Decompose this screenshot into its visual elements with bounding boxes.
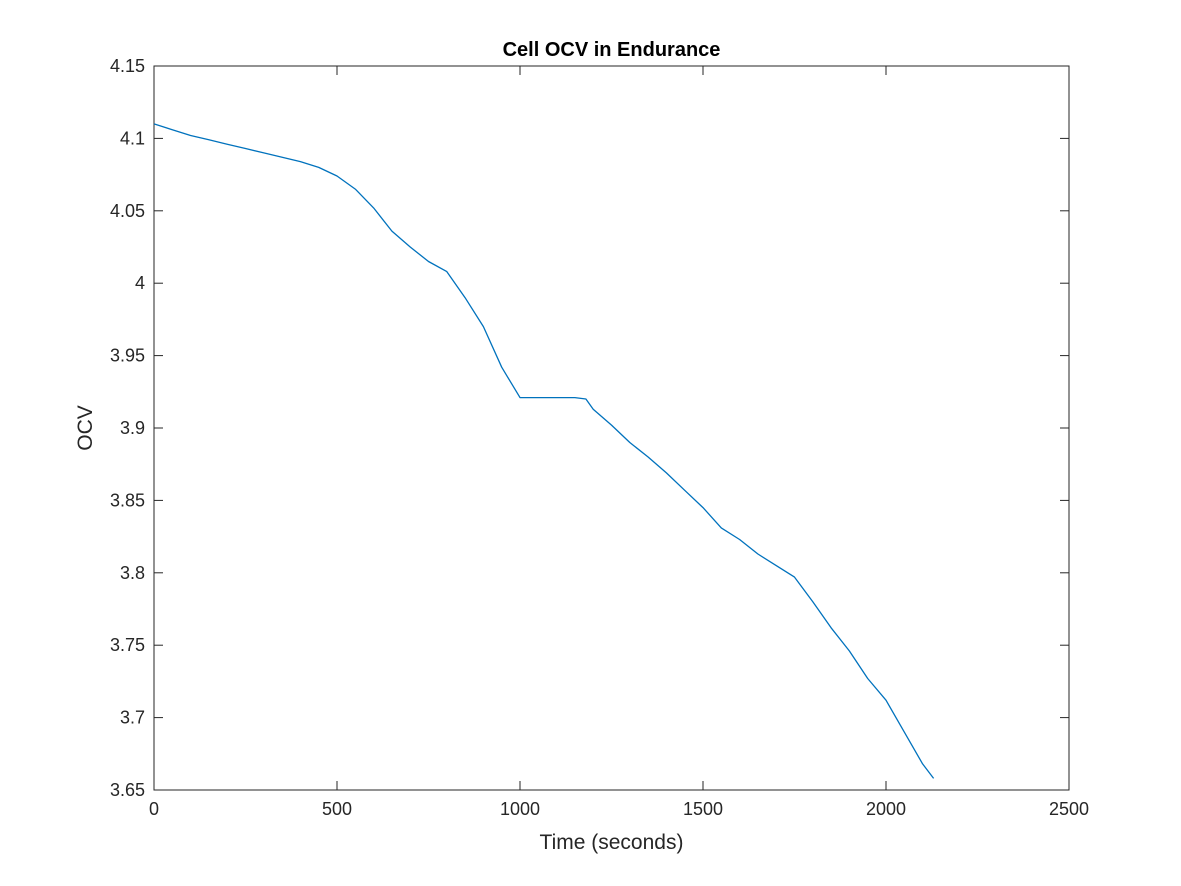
- x-tick-label: 2000: [866, 799, 906, 819]
- y-tick-label: 3.8: [120, 563, 145, 583]
- chart-title: Cell OCV in Endurance: [503, 39, 721, 61]
- y-tick-label: 3.65: [110, 780, 145, 800]
- x-tick-label: 500: [322, 799, 352, 819]
- x-tick-label: 2500: [1049, 799, 1089, 819]
- y-tick-label: 3.75: [110, 635, 145, 655]
- x-tick-label: 1500: [683, 799, 723, 819]
- series-layer: [153, 123, 935, 779]
- y-tick-label: 4.05: [110, 201, 145, 221]
- y-axis-label: OCV: [74, 405, 97, 451]
- y-axis-ticks: 3.65 3.7 3.75 3.8 3.85 3.9 3.95 4 4.05 4.1 4.15: [110, 56, 1069, 800]
- y-tick-label: 4.15: [110, 56, 145, 76]
- y-tick-label: 4.1: [120, 128, 145, 148]
- y-tick-label: 4: [135, 273, 145, 293]
- plot-area: [153, 65, 1070, 791]
- y-tick-label: 3.9: [120, 418, 145, 438]
- y-tick-label: 3.7: [120, 708, 145, 728]
- x-axis-label: Time (seconds): [540, 831, 684, 854]
- x-tick-label: 1000: [500, 799, 540, 819]
- y-tick-label: 3.85: [110, 490, 145, 510]
- series-line: [153, 123, 935, 779]
- y-tick-label: 3.95: [110, 346, 145, 366]
- x-tick-label: 0: [149, 799, 159, 819]
- x-axis-ticks: 0 500 1000 1500 2000 2500: [149, 66, 1089, 819]
